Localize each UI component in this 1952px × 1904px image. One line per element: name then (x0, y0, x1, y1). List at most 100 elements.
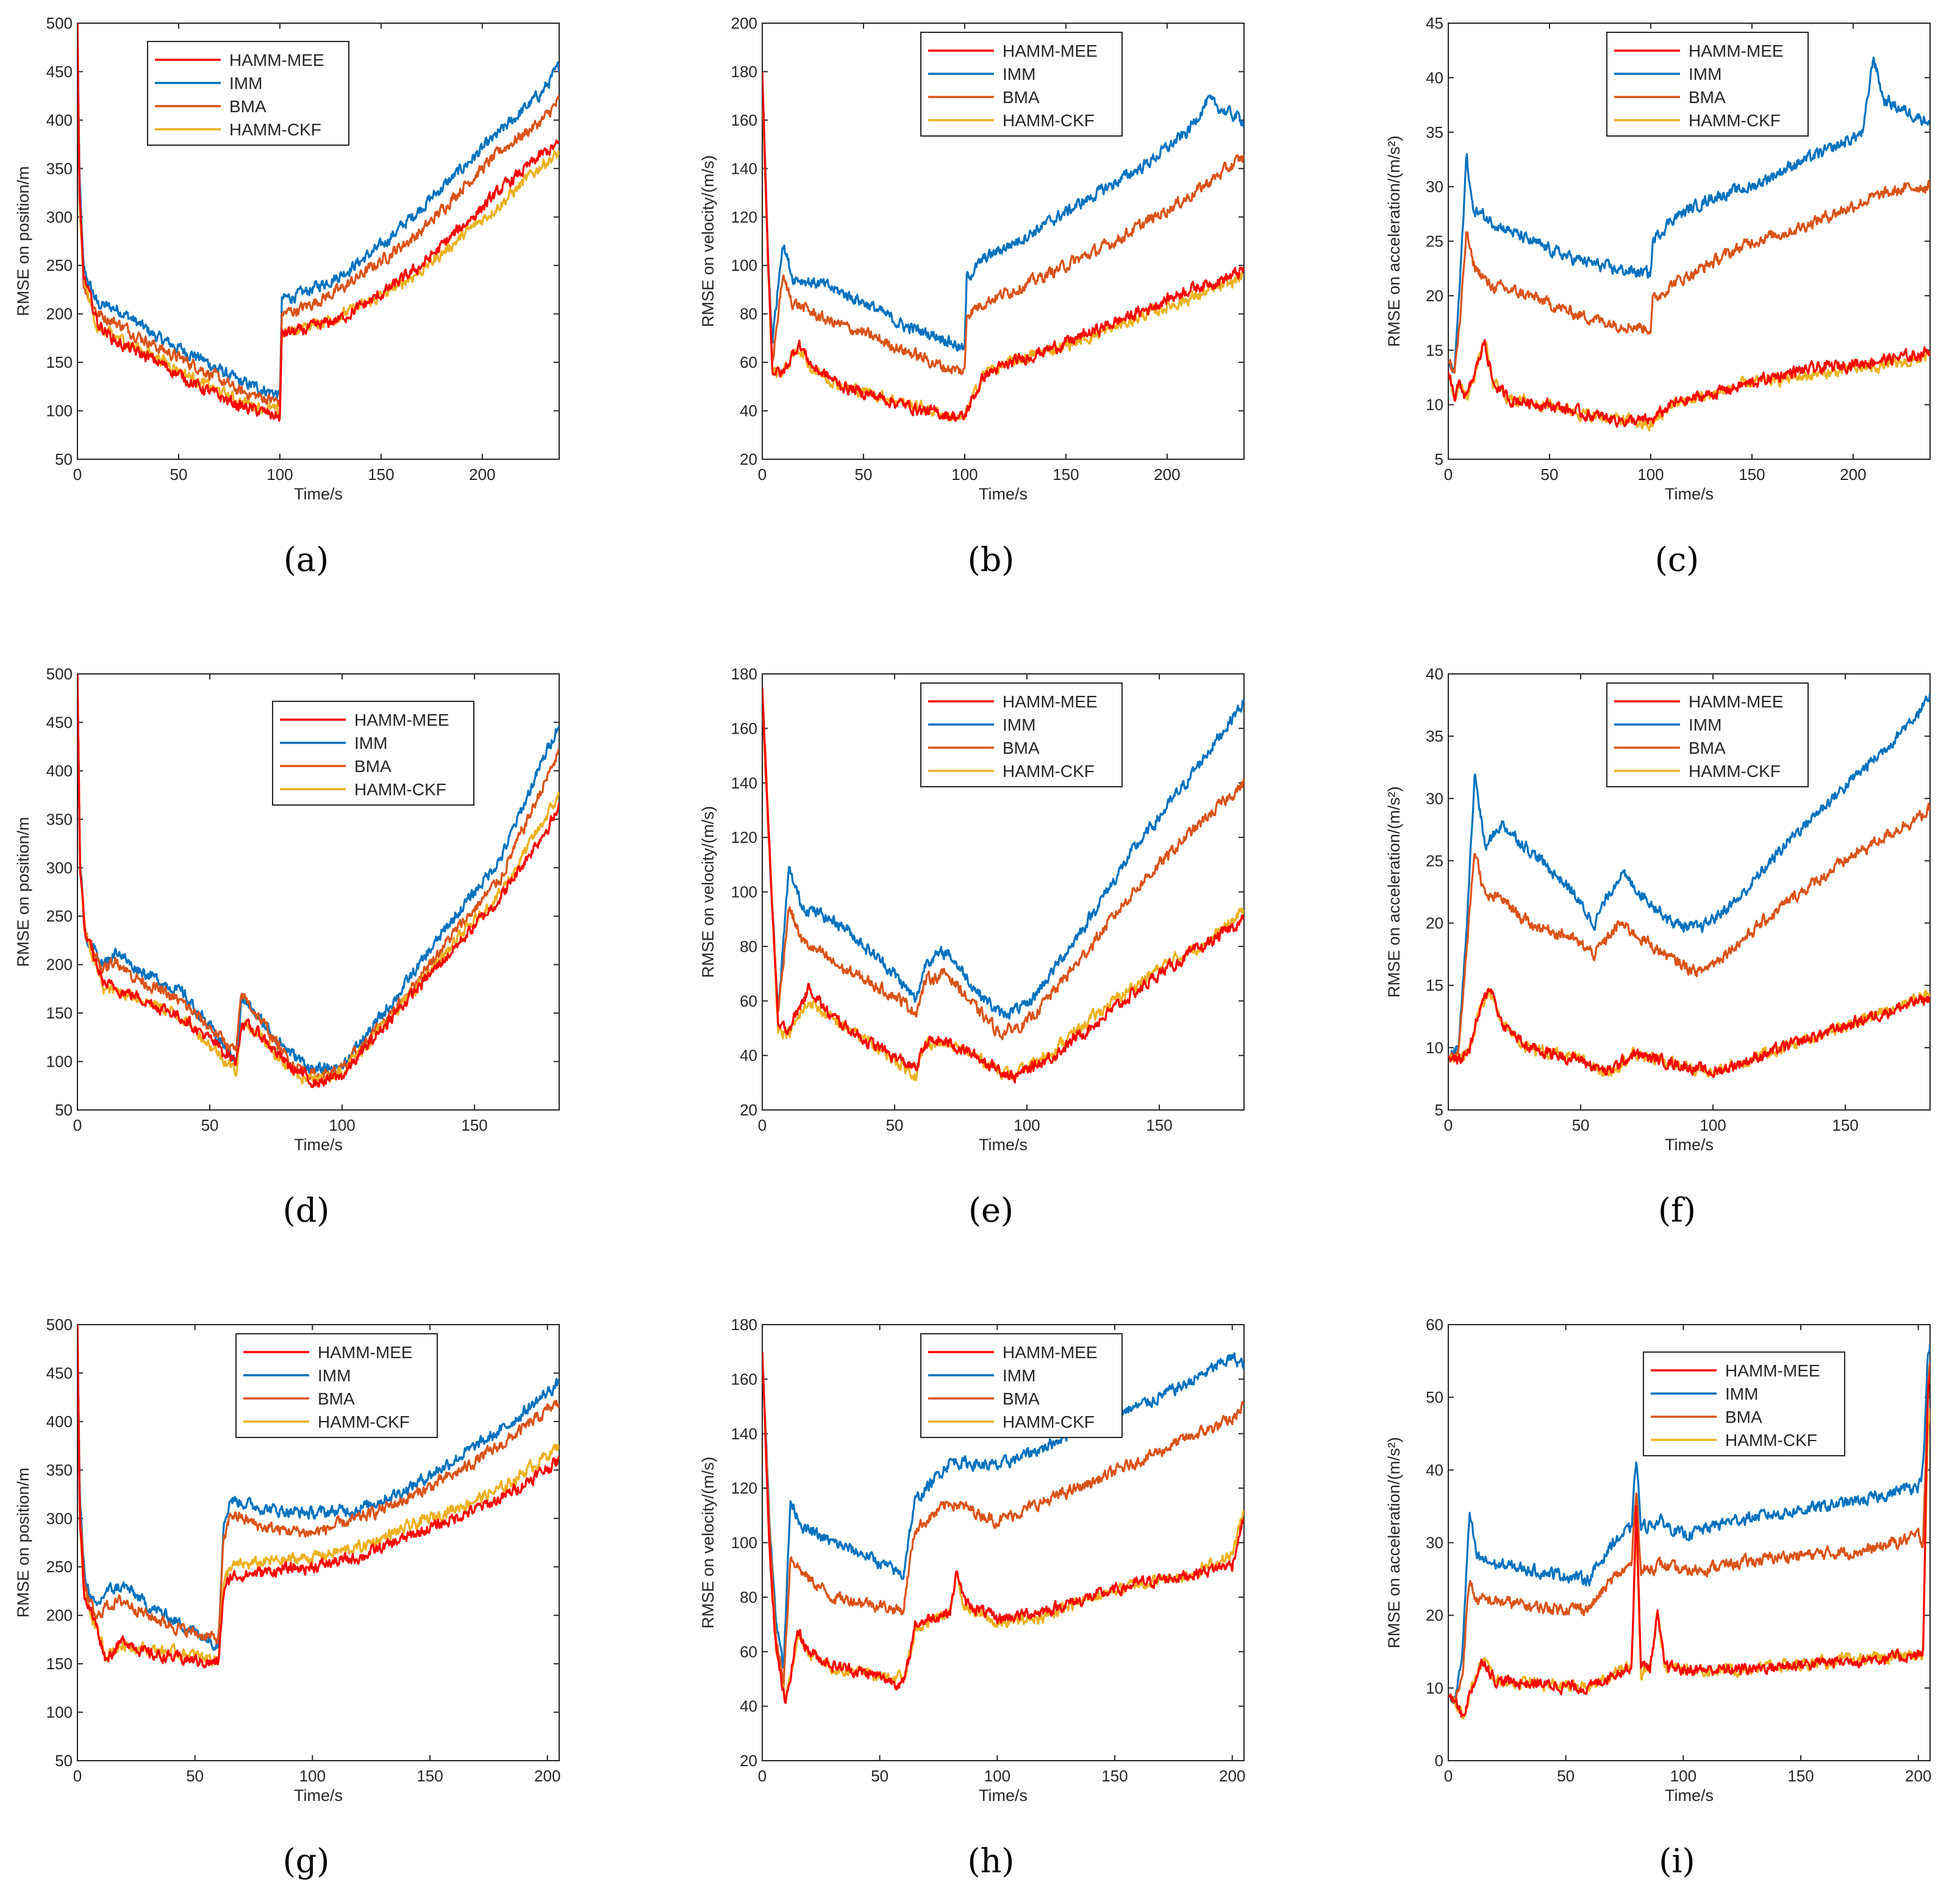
series-line-bma (77, 1325, 559, 1645)
y-tick-label: 50 (55, 1101, 73, 1119)
series-line-hamm-mee (762, 687, 1244, 1084)
y-tick-label: 15 (1426, 976, 1443, 995)
legend-entry: IMM (1689, 65, 1721, 84)
x-tick-label: 100 (1700, 1116, 1726, 1134)
panel-label: (i) (1659, 1842, 1695, 1880)
x-tick-label: 100 (951, 465, 978, 484)
y-axis-label: RMSE on acceleration/(m/s²) (1385, 135, 1403, 347)
y-tick-label: 200 (46, 1606, 73, 1625)
x-tick-label: 0 (758, 1767, 767, 1785)
panel-label: (f) (1658, 1191, 1696, 1229)
panel-label: (c) (1655, 540, 1699, 579)
series-line-hamm-mee (77, 23, 559, 422)
y-tick-label: 50 (55, 1752, 73, 1770)
legend-entry: BMA (1003, 1389, 1040, 1408)
x-tick-label: 50 (886, 1116, 904, 1134)
legend-entry: IMM (1003, 715, 1035, 734)
y-tick-label: 300 (46, 208, 73, 226)
legend: HAMM-MEE IMM BMA HAMM-CKF (272, 701, 474, 806)
legend-entry: BMA (1003, 88, 1040, 107)
chart-f: 0 50 100 150 5 10 15 20 25 30 35 40 Time/s RMSE on ac… (1385, 665, 1931, 1229)
x-tick-label: 50 (871, 1767, 888, 1785)
y-tick-label: 20 (1426, 1606, 1443, 1625)
panel-label: (d) (283, 1191, 330, 1229)
x-tick-label: 200 (1219, 1767, 1245, 1785)
y-tick-label: 40 (740, 1697, 757, 1716)
y-tick-label: 150 (46, 1004, 73, 1022)
legend: HAMM-MEE IMM BMA HAMM-CKF (920, 1333, 1123, 1438)
y-tick-label: 15 (1426, 341, 1443, 359)
x-tick-label: 0 (73, 1116, 82, 1134)
series-line-bma (1448, 803, 1930, 1061)
y-tick-label: 500 (46, 665, 73, 683)
y-tick-label: 30 (1426, 177, 1443, 196)
legend-entry: IMM (1689, 715, 1721, 734)
y-tick-label: 450 (46, 62, 73, 81)
series-line-hamm-ckf (77, 23, 559, 418)
x-tick-label: 150 (1053, 465, 1079, 484)
y-tick-label: 25 (1426, 232, 1443, 251)
x-tick-label: 150 (1787, 1767, 1814, 1785)
y-tick-label: 10 (1426, 1039, 1443, 1057)
legend-entry: HAMM-CKF (1003, 762, 1095, 781)
series-line-hamm-mee (762, 71, 1244, 422)
y-tick-label: 80 (740, 1588, 757, 1606)
x-axis-label: Time/s (294, 485, 343, 503)
y-tick-label: 20 (1426, 914, 1443, 932)
x-tick-label: 100 (1670, 1767, 1696, 1785)
legend-entry: BMA (229, 97, 266, 116)
series-line-imm (77, 674, 559, 1076)
series-line-bma (762, 84, 1244, 376)
legend: HAMM-MEE IMM BMA HAMM-CKF (235, 1333, 438, 1438)
panel-label: (h) (968, 1842, 1015, 1880)
legend-entry: BMA (318, 1389, 355, 1408)
x-tick-label: 50 (186, 1767, 204, 1785)
x-tick-label: 0 (1444, 1767, 1453, 1785)
x-tick-label: 50 (170, 465, 188, 484)
series-line-imm (1448, 693, 1930, 1059)
legend-entry: IMM (354, 734, 387, 753)
y-tick-label: 150 (46, 353, 73, 371)
chart-b: 0 50 100 150 200 20 40 60 80 100 120 140 160 180 200 Ti… (699, 14, 1245, 579)
x-tick-label: 200 (1154, 465, 1180, 484)
series-line-imm (77, 23, 559, 399)
legend-entry: IMM (229, 74, 262, 93)
chart-e: 0 50 100 150 20 40 60 80 100 120 140 160 180 Time/s RM… (699, 665, 1245, 1229)
x-tick-label: 0 (73, 465, 82, 484)
panel-label: (b) (968, 540, 1015, 579)
series-line-bma (77, 23, 559, 407)
x-tick-label: 200 (1840, 465, 1866, 484)
y-tick-label: 450 (46, 1364, 73, 1382)
y-tick-label: 40 (1426, 68, 1443, 87)
y-tick-label: 0 (1435, 1752, 1443, 1770)
x-axis-label: Time/s (979, 485, 1028, 503)
series-line-imm (77, 1325, 559, 1652)
y-tick-label: 500 (46, 14, 73, 32)
x-tick-label: 100 (329, 1116, 355, 1134)
y-axis-label: RMSE on acceleration/(m/s²) (1385, 1437, 1403, 1648)
legend-entry: BMA (1003, 739, 1040, 757)
x-tick-label: 50 (1557, 1767, 1575, 1785)
y-tick-label: 100 (46, 1053, 73, 1071)
y-tick-label: 100 (731, 256, 757, 274)
y-axis-label: RMSE on velocity/(m/s) (699, 1456, 717, 1628)
legend-entry: HAMM-MEE (1003, 41, 1098, 60)
legend-entry: HAMM-MEE (1003, 1343, 1098, 1362)
y-tick-label: 140 (731, 159, 757, 177)
series-line-hamm-mee (1448, 988, 1930, 1078)
y-tick-label: 100 (731, 1534, 757, 1552)
legend-entry: IMM (1003, 65, 1035, 84)
y-tick-label: 10 (1426, 396, 1443, 414)
y-tick-label: 180 (731, 1315, 757, 1334)
x-tick-label: 150 (1739, 465, 1765, 484)
legend: HAMM-MEE IMM BMA HAMM-CKF (1606, 682, 1809, 787)
y-tick-label: 40 (740, 402, 757, 420)
legend-entry: HAMM-MEE (1003, 692, 1098, 711)
y-tick-label: 30 (1426, 1534, 1443, 1552)
x-tick-label: 150 (1832, 1116, 1858, 1134)
y-tick-label: 500 (46, 1315, 73, 1334)
y-tick-label: 250 (46, 1558, 73, 1576)
y-axis-label: RMSE on velocity/(m/s) (699, 155, 717, 327)
legend-entry: HAMM-CKF (354, 780, 446, 799)
legend-entry: HAMM-MEE (318, 1343, 413, 1362)
